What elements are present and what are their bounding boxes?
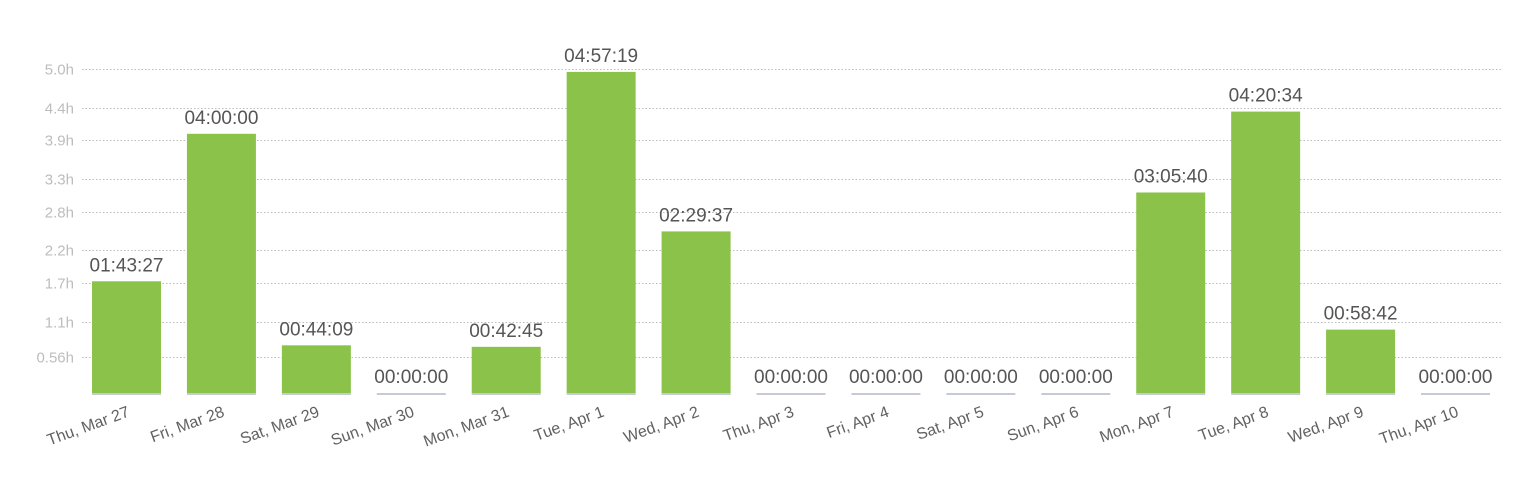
data-label: 00:00:00 <box>1419 367 1493 388</box>
y-tick-label: 3.9h <box>45 133 74 150</box>
y-tick-label: 1.1h <box>45 315 74 332</box>
x-tick-label: Tue, Apr 8 <box>1196 404 1271 445</box>
data-label: 00:58:42 <box>1324 304 1398 325</box>
x-tick-label: Wed, Apr 9 <box>1286 404 1366 447</box>
bar-baseline <box>1136 393 1206 395</box>
bar-baseline <box>471 393 541 395</box>
bar-baseline <box>946 393 1016 395</box>
y-tick-label: 3.3h <box>45 172 74 189</box>
data-label: 00:00:00 <box>849 367 923 388</box>
x-tick-label: Sat, Mar 29 <box>238 404 322 448</box>
data-label: 00:00:00 <box>754 367 828 388</box>
data-label: 00:00:00 <box>944 367 1018 388</box>
bar-baseline <box>186 393 256 395</box>
y-tick-label: 4.4h <box>45 101 74 118</box>
data-label: 00:44:09 <box>279 319 353 340</box>
bar[interactable] <box>661 231 731 393</box>
x-tick-label: Mon, Apr 7 <box>1098 404 1177 446</box>
data-labels: 01:43:27 04:00:00 00:44:09 00:00:00 00:42:45… <box>90 46 1493 388</box>
bar[interactable] <box>281 345 351 393</box>
bar[interactable] <box>1326 329 1396 393</box>
data-label: 04:57:19 <box>564 46 638 67</box>
data-label: 03:05:40 <box>1134 166 1208 187</box>
y-tick-label: 0.56h <box>36 350 74 367</box>
data-label: 01:43:27 <box>90 255 164 276</box>
x-axis-ticks: Thu, Mar 27 Fri, Mar 28 Sat, Mar 29 Sun, Ma… <box>45 404 1461 451</box>
bar-baseline <box>1041 393 1111 395</box>
y-axis-ticks: 0.56h 1.1h 1.7h 2.2h 2.8h 3.3h 3.9h 4.4h 5.0h <box>36 62 74 367</box>
x-tick-label: Fri, Mar 28 <box>148 404 227 446</box>
data-label: 02:29:37 <box>659 205 733 226</box>
bar[interactable] <box>471 346 541 393</box>
bar[interactable] <box>566 71 636 394</box>
x-tick-label: Sun, Apr 6 <box>1005 404 1081 446</box>
bar[interactable] <box>92 281 161 393</box>
data-label: 04:00:00 <box>184 108 258 129</box>
bar-baseline <box>281 393 351 395</box>
bar-baseline <box>661 393 731 395</box>
x-tick-label: Sun, Mar 30 <box>329 404 417 450</box>
bar-baseline <box>1326 393 1396 395</box>
data-label: 00:00:00 <box>1039 367 1113 388</box>
x-tick-label: Sat, Apr 5 <box>914 404 986 444</box>
bar-baseline <box>1421 393 1491 395</box>
x-tick-label: Thu, Apr 10 <box>1377 404 1461 448</box>
x-tick-label: Thu, Apr 3 <box>721 404 796 445</box>
x-tick-label: Fri, Apr 4 <box>825 404 892 442</box>
data-label: 04:20:34 <box>1229 86 1303 107</box>
bar-baseline <box>1231 393 1301 395</box>
bar[interactable] <box>1231 111 1301 393</box>
bar-baseline <box>851 393 921 395</box>
data-label: 00:42:45 <box>469 321 543 342</box>
x-tick-label: Thu, Mar 27 <box>45 404 132 450</box>
x-tick-label: Mon, Mar 31 <box>421 404 511 451</box>
x-tick-label: Tue, Apr 1 <box>532 404 607 445</box>
bar-baseline <box>376 393 446 395</box>
y-tick-label: 5.0h <box>45 62 74 79</box>
x-tick-label: Wed, Apr 2 <box>622 404 702 447</box>
bar[interactable] <box>1136 192 1206 393</box>
y-tick-label: 2.2h <box>45 243 74 260</box>
bar-baseline <box>756 393 826 395</box>
bar-baseline <box>566 393 636 395</box>
data-label: 00:00:00 <box>374 367 448 388</box>
y-tick-label: 2.8h <box>45 205 74 222</box>
y-tick-label: 1.7h <box>45 276 74 293</box>
bars <box>92 71 1491 395</box>
bar-baseline <box>92 393 161 395</box>
bar[interactable] <box>186 133 256 394</box>
